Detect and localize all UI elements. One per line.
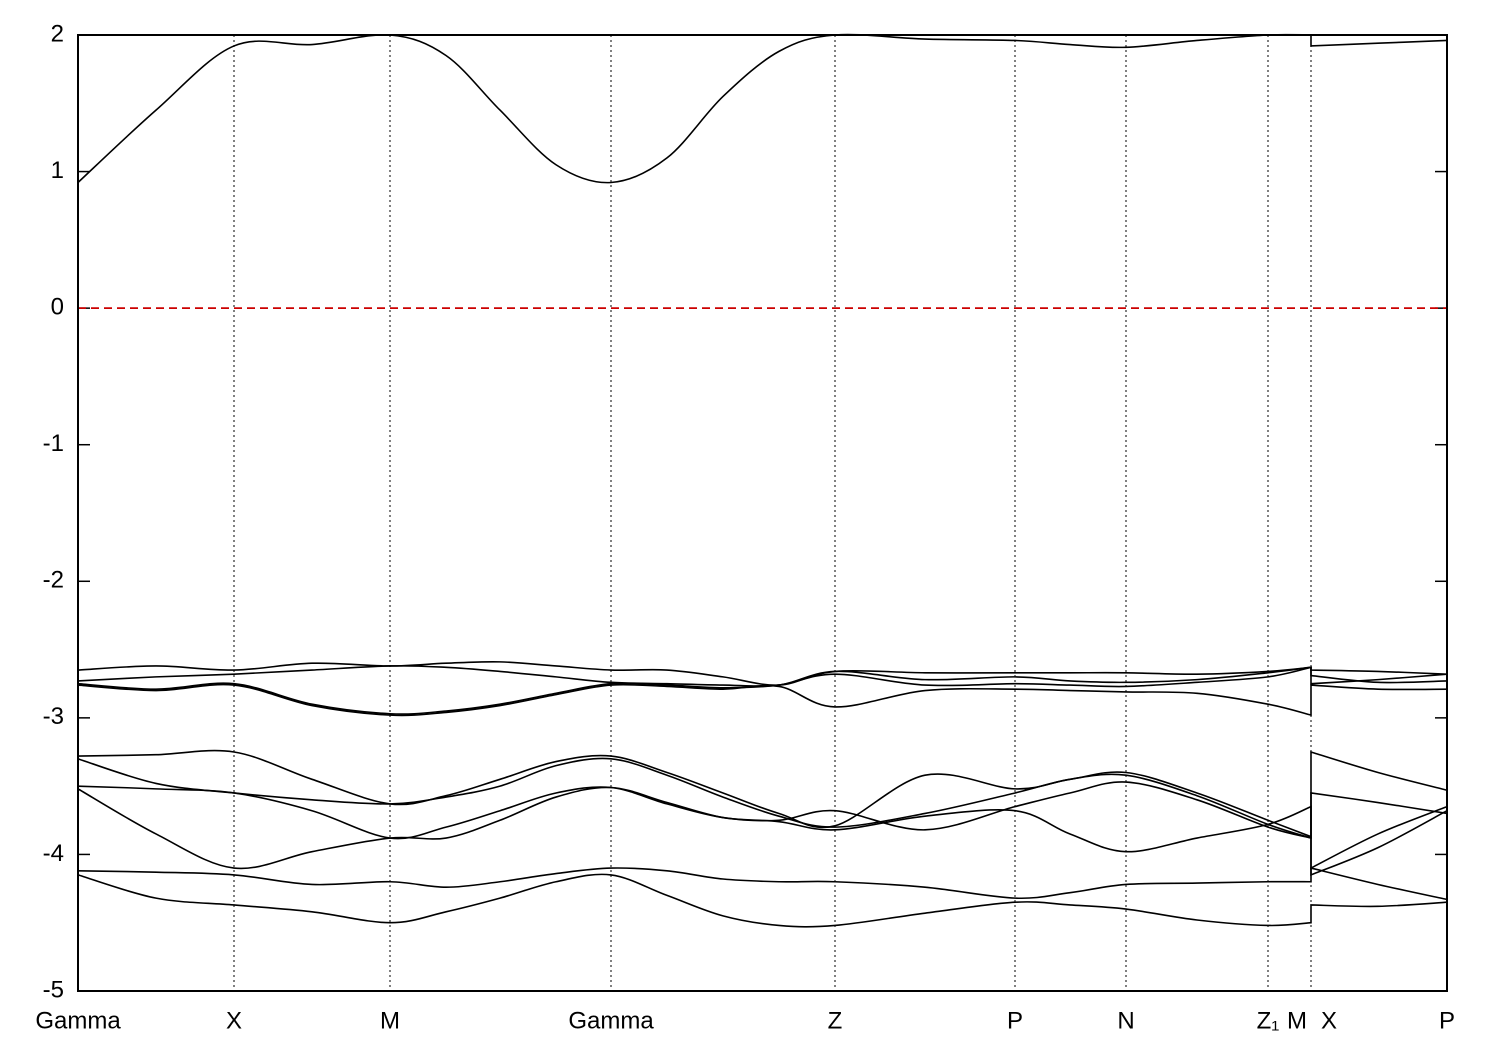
y-tick-label: -4 <box>43 840 64 867</box>
x-tick-label: Z <box>828 1007 843 1034</box>
band <box>77 665 1448 687</box>
band <box>77 781 1448 870</box>
x-tick-label: P <box>1007 1007 1023 1034</box>
x-tick-label: Gamma <box>35 1007 121 1034</box>
x-tick-label: M <box>1287 1007 1307 1034</box>
y-tick-label: 2 <box>51 20 64 47</box>
band <box>77 757 1448 840</box>
y-tick-label: 1 <box>51 157 64 184</box>
y-tick-label: -5 <box>43 976 64 1003</box>
band <box>77 660 1448 686</box>
x-tick-label: X <box>226 1007 242 1034</box>
band <box>77 683 1448 717</box>
band <box>77 666 1448 715</box>
x-tick-label: Gamma <box>568 1007 654 1034</box>
y-tick-label: 0 <box>51 293 64 320</box>
x-tick-label: Z₁ <box>1257 1007 1280 1034</box>
x-tick-label: N <box>1117 1007 1134 1034</box>
x-tick-label: X <box>1321 1007 1337 1034</box>
y-tick-label: -2 <box>43 567 64 594</box>
band <box>77 867 1448 901</box>
band <box>77 873 1448 928</box>
band <box>77 749 1448 838</box>
band <box>77 786 1448 877</box>
y-tick-label: -3 <box>43 703 64 730</box>
plot-frame <box>77 34 1448 992</box>
band <box>77 33 1448 184</box>
y-tick-label: -1 <box>43 430 64 457</box>
x-tick-label: P <box>1439 1007 1455 1034</box>
x-tick-label: M <box>380 1007 400 1034</box>
